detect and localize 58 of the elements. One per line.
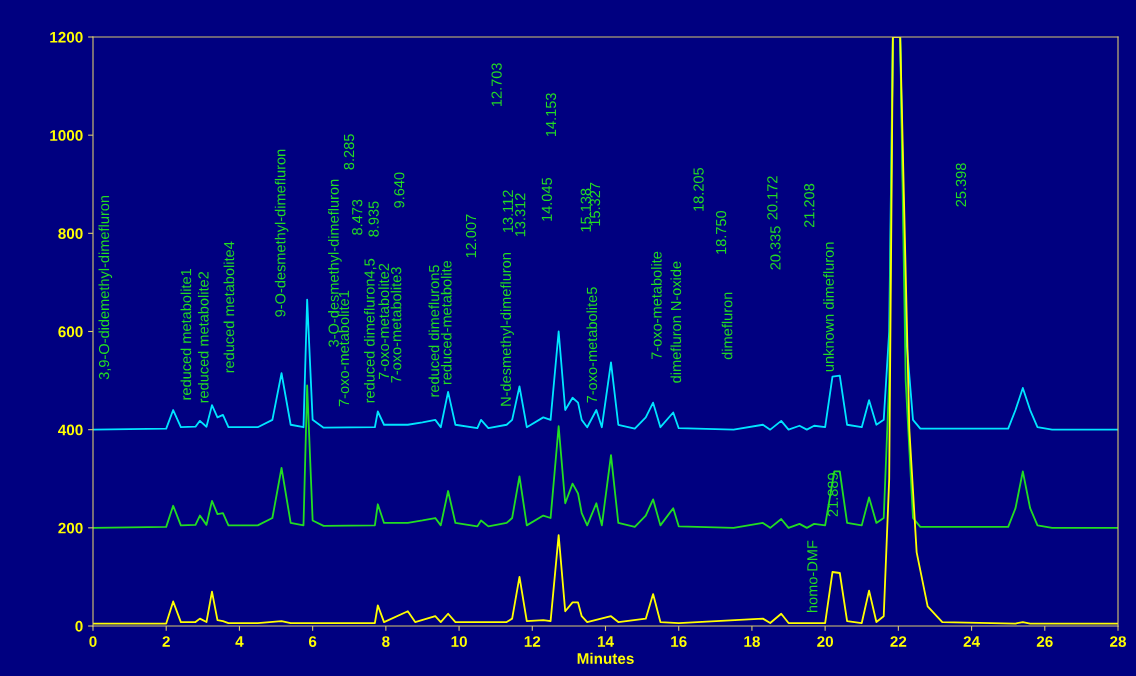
- annotation: 14.153: [545, 93, 557, 137]
- annotation: 20.335: [770, 226, 781, 270]
- annotation: 25.398: [955, 163, 967, 207]
- annotation: reduced metabolite4: [223, 241, 235, 373]
- annotation: homo-DMF: [806, 540, 818, 613]
- annotation: dimefluron N-oxide: [670, 261, 682, 383]
- annotation: 8.935: [368, 201, 379, 237]
- annotation: 7-oxo-metabolite: [650, 251, 662, 360]
- x-tick-label: 0: [89, 636, 97, 647]
- annotation: 18.205: [693, 167, 704, 211]
- annotation: 15.327: [589, 182, 601, 226]
- annotation: reduced metabolite1: [180, 268, 192, 400]
- annotation: 7-oxo-metabolite2: [378, 263, 390, 380]
- annotation: 9-O-desmethyl-dimefluron: [274, 149, 289, 317]
- y-tick-label: 1000: [50, 130, 83, 141]
- x-axis-title: Minutes: [577, 652, 634, 664]
- y-tick-label: 200: [58, 522, 83, 534]
- annotation: 15.138: [580, 188, 591, 232]
- y-tick-label: 400: [58, 424, 83, 436]
- annotation: N-desmethyl-dimefluron: [500, 253, 514, 406]
- annotation: 14.045: [541, 177, 553, 221]
- x-tick-label: 24: [963, 636, 980, 647]
- y-tick-label: 600: [58, 326, 83, 338]
- annotation: 20.172: [767, 176, 778, 220]
- annotation: reduced metabolite2: [197, 271, 209, 403]
- annotation: dimefluron: [721, 292, 733, 360]
- y-tick-label: 0: [75, 620, 83, 632]
- annotation: reduced-metabolite: [440, 260, 452, 385]
- annotation: unknown dimefluron: [823, 242, 834, 372]
- annotation: 3,9-O-didemethyl-dimefluron: [98, 195, 113, 380]
- annotation: 13.112: [502, 190, 514, 233]
- x-tick-label: 12: [524, 636, 541, 647]
- x-tick-label: 4: [235, 636, 244, 647]
- annotation: 9.640: [394, 172, 405, 208]
- x-tick-label: 22: [890, 636, 907, 647]
- x-tick-label: 10: [451, 636, 467, 647]
- x-tick-label: 28: [1110, 636, 1127, 647]
- x-tick-label: 16: [671, 636, 687, 647]
- annotation: 21.208: [804, 183, 815, 228]
- x-tick-label: 8: [382, 636, 390, 647]
- y-tick-label: 800: [58, 228, 83, 240]
- y-tick-label: 1200: [50, 31, 83, 43]
- annotation: reduced dimefluron5: [428, 265, 440, 397]
- x-tick-label: 20: [817, 636, 834, 647]
- annotation: 12.007: [465, 214, 477, 258]
- annotation: 8.473: [352, 199, 363, 235]
- x-tick-label: 2: [162, 636, 170, 647]
- annotation: 18.750: [715, 210, 727, 254]
- annotation: 12.703: [491, 63, 502, 106]
- x-tick-label: 18: [744, 636, 760, 647]
- x-tick-label: 14: [597, 636, 614, 647]
- x-tick-label: 26: [1036, 636, 1053, 647]
- annotation: 13.312: [515, 193, 526, 237]
- annotation: 7-oxo-metabolite3: [390, 267, 402, 383]
- x-tick-label: 6: [308, 636, 317, 647]
- annotation: reduced dimefluron4,5: [363, 258, 377, 403]
- annotation: 8.285: [343, 134, 355, 170]
- annotation: 7-oxo-metabolite5: [586, 287, 598, 403]
